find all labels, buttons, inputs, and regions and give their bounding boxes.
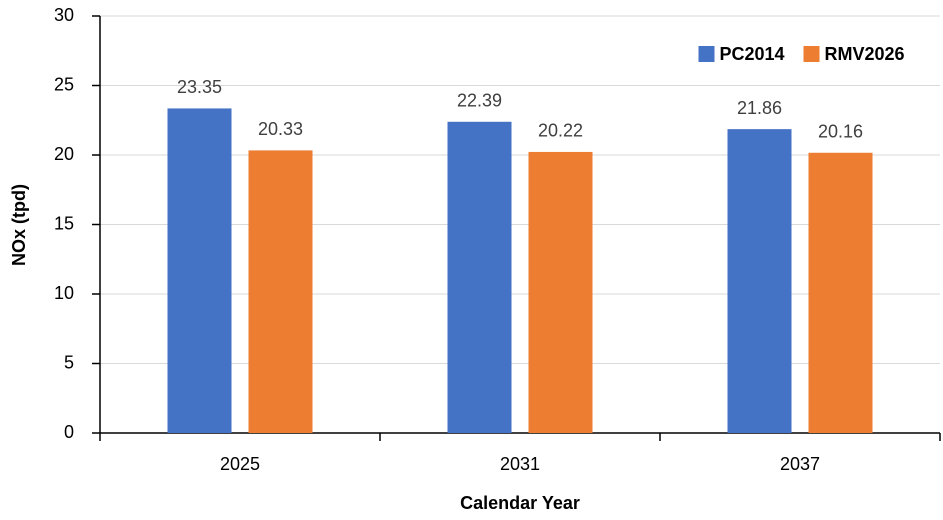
y-tick-label: 20 <box>54 144 74 164</box>
data-label: 21.86 <box>737 98 782 118</box>
bar <box>447 121 512 434</box>
data-label: 20.22 <box>538 121 583 141</box>
y-tick-label: 5 <box>64 352 74 372</box>
x-tick-label: 2031 <box>500 454 540 474</box>
data-label: 22.39 <box>457 91 502 111</box>
bar <box>167 108 232 433</box>
legend-swatch <box>803 46 820 62</box>
bar <box>528 151 593 433</box>
bar <box>727 129 792 433</box>
bar <box>808 152 873 433</box>
y-tick-label: 30 <box>54 5 74 25</box>
y-axis-title: NOx (tpd) <box>9 184 29 266</box>
data-label: 20.16 <box>818 122 863 142</box>
x-tick-label: 2037 <box>780 454 820 474</box>
legend-label: RMV2026 <box>825 44 905 64</box>
y-tick-label: 10 <box>54 283 74 303</box>
legend-label: PC2014 <box>720 44 785 64</box>
bar <box>248 150 313 433</box>
x-axis-title: Calendar Year <box>460 493 580 513</box>
x-tick-label: 2025 <box>220 454 260 474</box>
legend-swatch <box>698 46 715 62</box>
y-tick-label: 0 <box>64 422 74 442</box>
y-tick-label: 25 <box>54 74 74 94</box>
data-label: 23.35 <box>177 77 222 97</box>
y-tick-label: 15 <box>54 213 74 233</box>
data-label: 20.33 <box>258 119 303 139</box>
